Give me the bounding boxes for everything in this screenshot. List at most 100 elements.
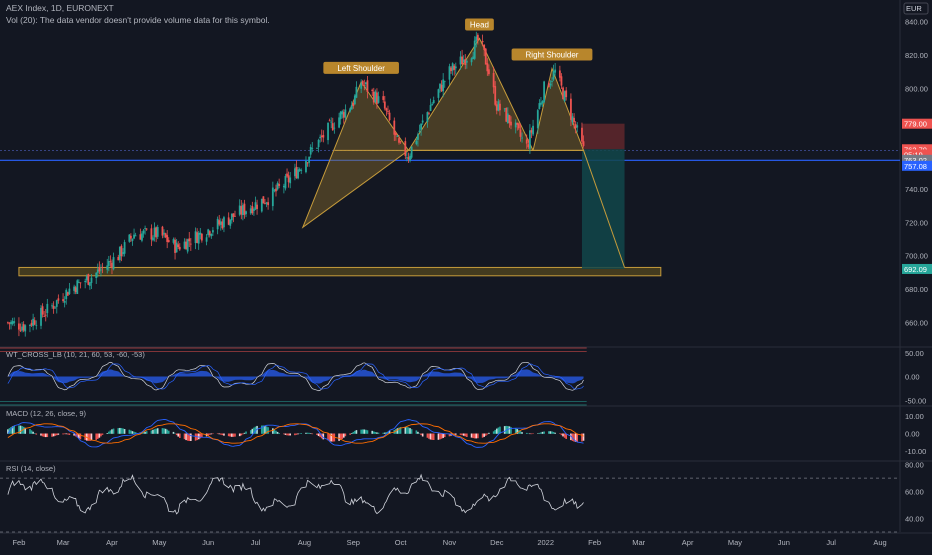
macd-histogram-bar <box>220 434 222 435</box>
candle-body <box>155 227 157 237</box>
candle-body <box>385 108 387 110</box>
candle-body <box>554 70 556 73</box>
candle-body <box>427 112 429 122</box>
macd-histogram-bar <box>382 433 384 434</box>
candle-body <box>289 177 291 183</box>
candle-body <box>516 123 518 125</box>
candle-body <box>106 265 108 269</box>
candle-body <box>173 239 175 243</box>
candle-body <box>316 148 318 149</box>
macd-histogram-bar <box>351 433 353 434</box>
candle-body <box>471 58 473 62</box>
candle-body <box>299 169 301 171</box>
macd-histogram-bar <box>252 429 254 434</box>
macd-histogram-bar <box>376 432 378 433</box>
candle-body <box>42 306 44 314</box>
time-tick-label: 2022 <box>537 538 554 547</box>
macd-histogram-bar <box>466 434 468 437</box>
candle-body <box>428 113 430 114</box>
candle-body <box>133 235 135 239</box>
macd-histogram-bar <box>311 434 313 435</box>
candle-body <box>68 289 70 294</box>
candle-body <box>411 146 413 157</box>
price-tick-label: 800.00 <box>905 85 928 94</box>
candle-body <box>54 307 56 308</box>
candle-body <box>45 315 47 316</box>
macd-histogram-bar <box>111 429 113 433</box>
candle-body <box>518 124 520 129</box>
macd-histogram-bar <box>88 434 90 441</box>
macd-histogram-bar <box>173 432 175 434</box>
macd-histogram-bar <box>184 434 186 440</box>
candle-body <box>179 247 181 250</box>
macd-histogram-bar <box>378 433 380 434</box>
macd-histogram-bar <box>417 432 419 434</box>
macd-histogram-bar <box>352 432 354 434</box>
candle-body <box>272 188 274 207</box>
macd-histogram-bar <box>531 434 533 435</box>
macd-histogram-bar <box>409 428 411 434</box>
macd-histogram-bar <box>343 434 345 438</box>
candle-body <box>496 104 498 110</box>
macd-histogram-bar <box>146 431 148 434</box>
candle-body <box>310 147 312 155</box>
candle-body <box>229 219 231 225</box>
macd-histogram-bar <box>441 434 443 439</box>
macd-histogram-bar <box>520 431 522 434</box>
macd-histogram-bar <box>526 433 528 434</box>
candle-body <box>143 231 145 234</box>
candle-body <box>327 123 329 140</box>
macd-histogram-bar <box>239 434 241 437</box>
candle-body <box>488 69 490 74</box>
macd-histogram-bar <box>431 434 433 440</box>
macd-histogram-bar <box>542 432 544 434</box>
macd-histogram-bar <box>102 434 104 435</box>
candle-body <box>10 322 12 324</box>
candle-body <box>406 157 408 158</box>
candle-body <box>464 59 466 65</box>
candle-body <box>209 231 211 235</box>
macd-histogram-bar <box>341 434 343 439</box>
profit-target-zone <box>582 149 625 269</box>
candle-body <box>188 238 190 241</box>
volume-note: Vol (20): The data vendor doesn't provid… <box>6 15 270 25</box>
macd-tick-label: -10.00 <box>905 447 926 456</box>
candle-body <box>275 189 277 192</box>
candle-body <box>244 204 246 215</box>
macd-histogram-bar <box>562 434 564 437</box>
macd-histogram-bar <box>493 431 495 433</box>
candle-body <box>239 205 241 214</box>
macd-histogram-bar <box>217 434 219 435</box>
candle-body <box>548 83 550 87</box>
macd-histogram-bar <box>231 434 233 437</box>
macd-histogram-bar <box>371 431 373 434</box>
candle-body <box>570 99 572 120</box>
candle-body <box>108 261 110 266</box>
candle-body <box>393 121 395 135</box>
candle-body <box>340 112 342 119</box>
macd-histogram-bar <box>223 434 225 436</box>
macd-histogram-bar <box>47 434 49 438</box>
candle-body <box>97 270 99 273</box>
candle-body <box>221 221 223 228</box>
candle-body <box>62 299 64 301</box>
candle-body <box>387 111 389 112</box>
price-tick-label: 720.00 <box>905 218 928 227</box>
macd-histogram-bar <box>177 434 179 437</box>
time-tick-label: Mar <box>57 538 70 547</box>
time-tick-label: May <box>152 538 166 547</box>
macd-histogram-bar <box>373 431 375 433</box>
candle-body <box>177 244 179 247</box>
macd-histogram-bar <box>209 434 211 435</box>
candle-body <box>581 128 583 142</box>
candle-body <box>274 190 276 191</box>
macd-histogram-bar <box>229 434 231 437</box>
candle-body <box>278 184 280 186</box>
candle-body <box>510 122 512 126</box>
macd-histogram-bar <box>488 433 490 434</box>
candle-body <box>318 140 320 147</box>
macd-histogram-bar <box>31 430 33 433</box>
candle-body <box>196 232 198 243</box>
